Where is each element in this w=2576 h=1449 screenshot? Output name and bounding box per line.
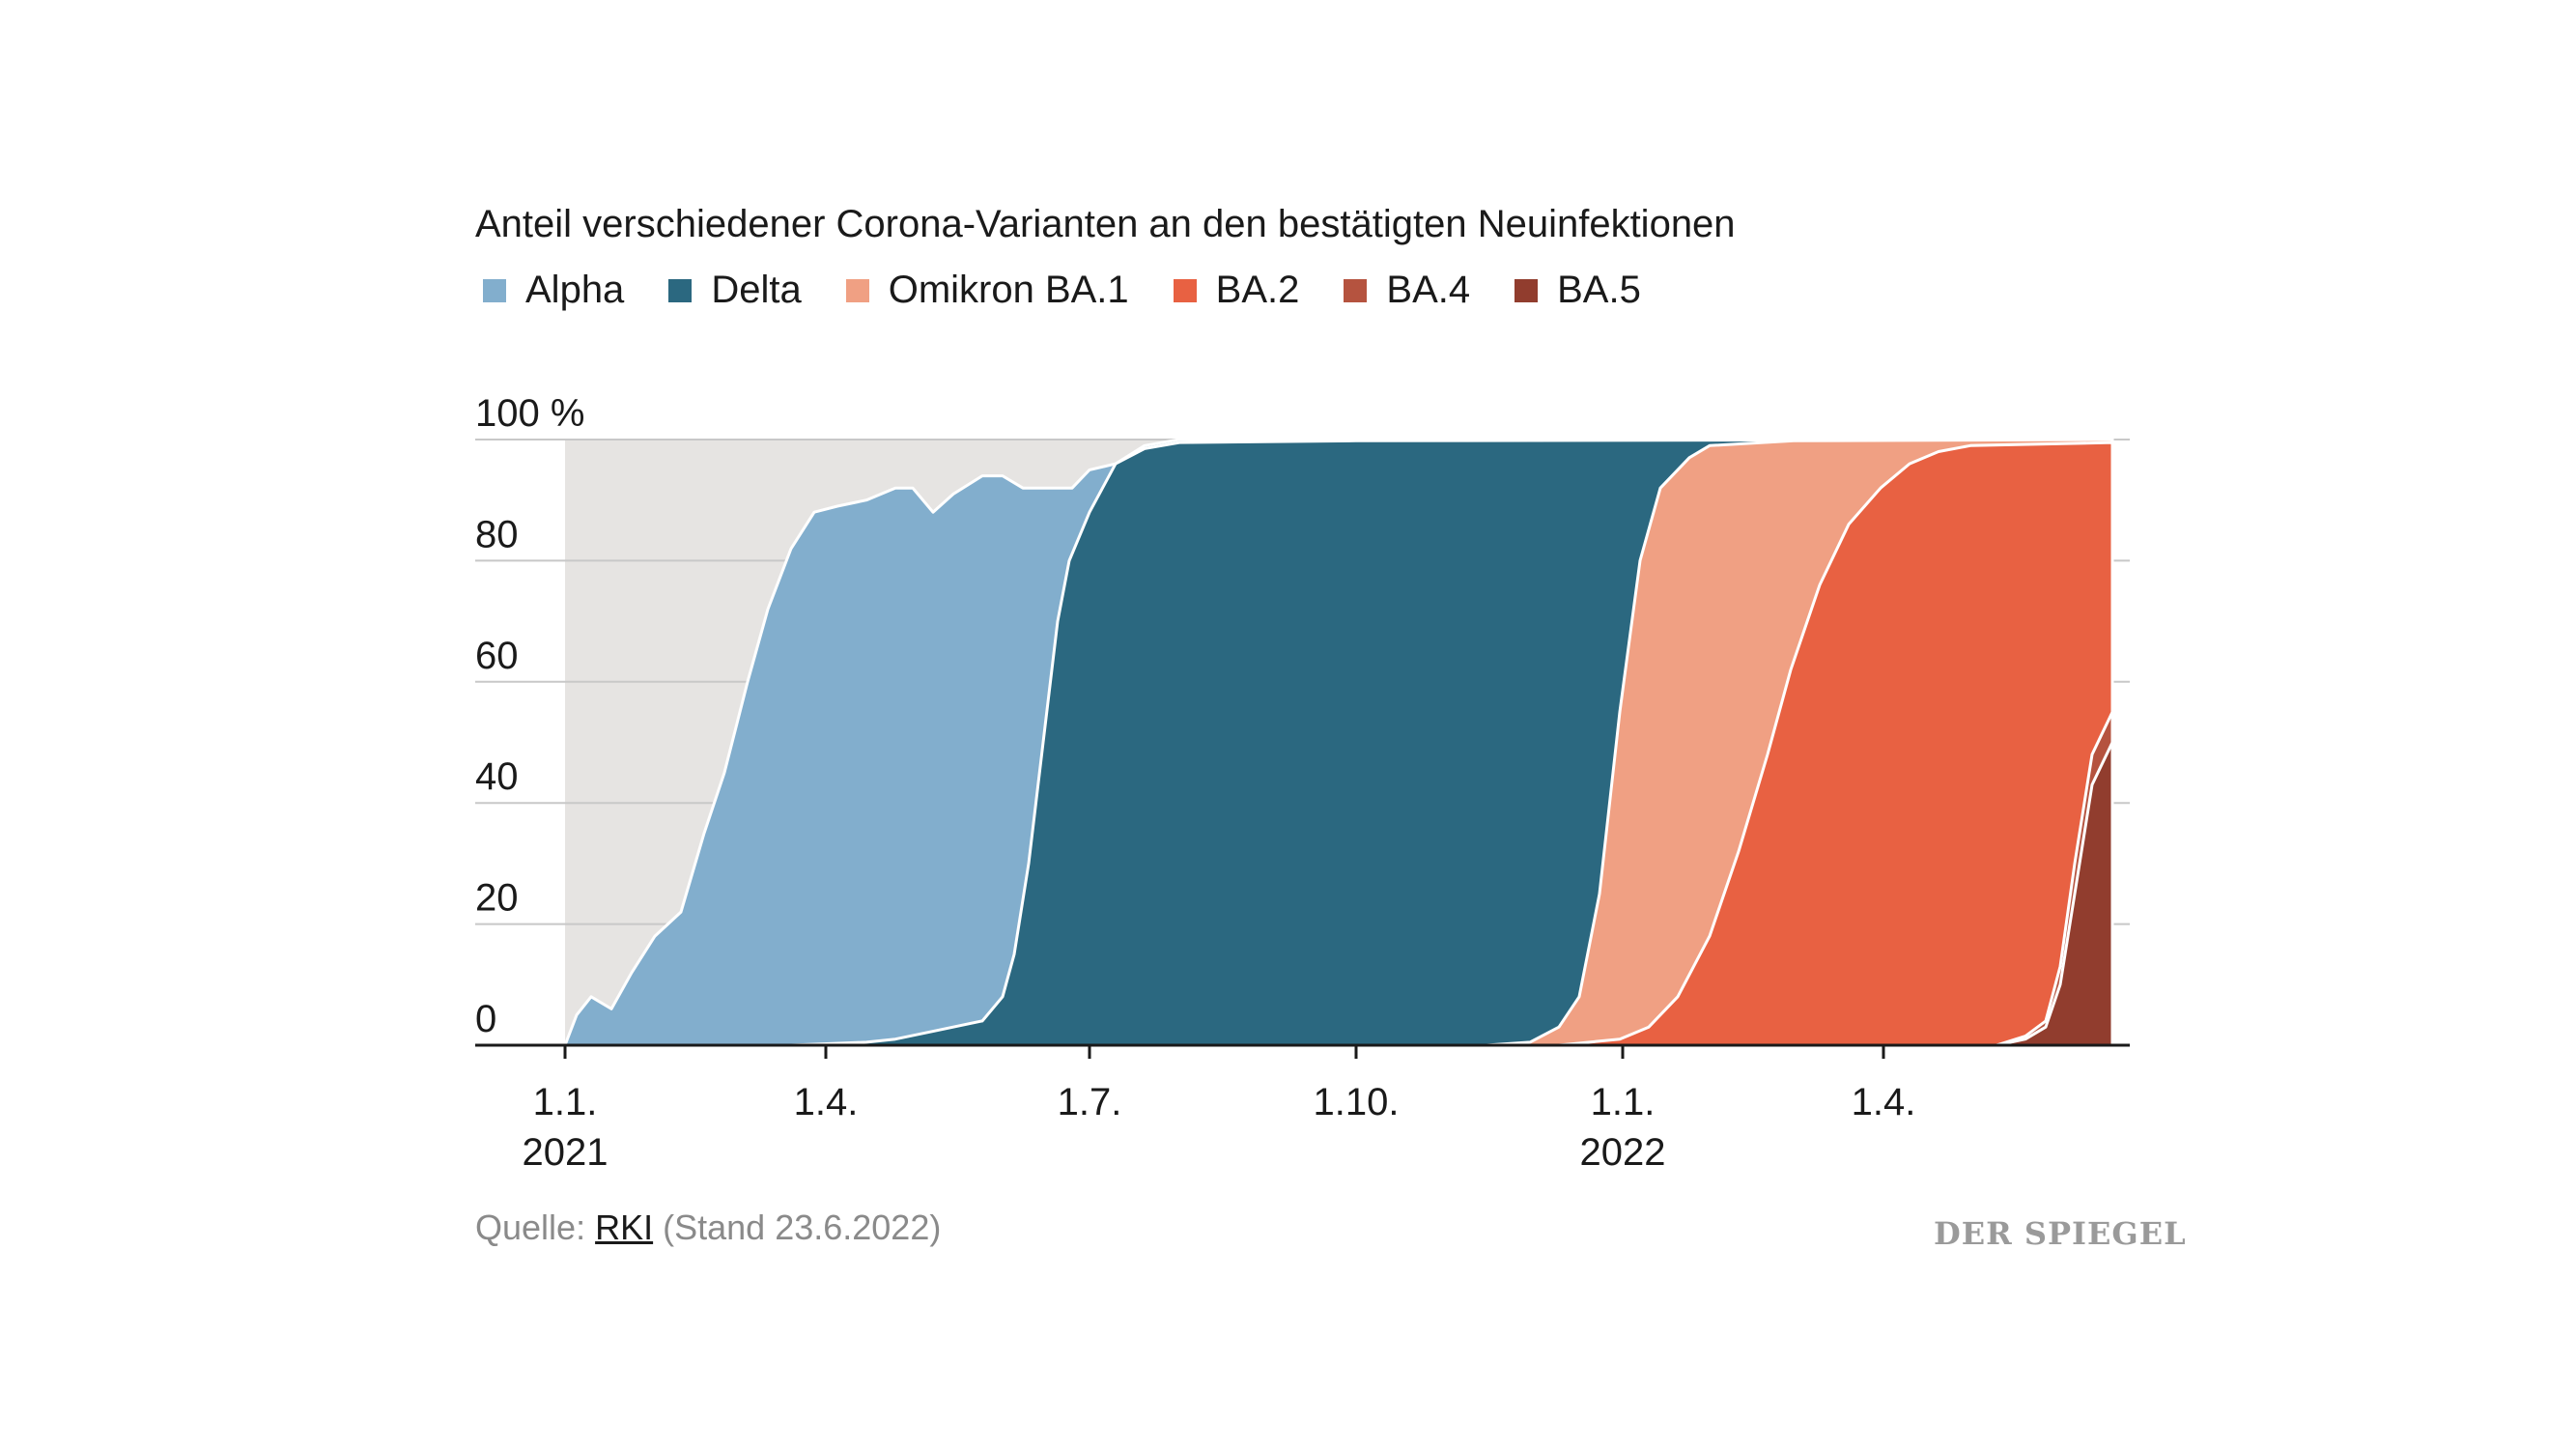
area-ba-5 — [1995, 741, 2114, 1047]
legend-item-delta: Delta — [668, 269, 802, 312]
y-tick-label: 100 % — [475, 392, 584, 435]
legend-swatch — [1173, 278, 1197, 302]
source-link[interactable]: RKI — [595, 1208, 654, 1247]
legend-item-alpha: Alpha — [483, 269, 624, 312]
brand-logo: DER SPIEGEL — [1934, 1215, 2187, 1252]
legend-item-omikron-ba-1: Omikron BA.1 — [845, 269, 1129, 312]
x-tick-label: 1.4. — [794, 1081, 859, 1123]
legend-label: BA.2 — [1215, 269, 1300, 311]
chart-title: Anteil verschiedener Corona-Varianten an… — [475, 203, 1736, 245]
x-tick-label: 1.7. — [1058, 1081, 1122, 1123]
y-tick-label: 60 — [475, 635, 519, 677]
source-prefix: Quelle: — [475, 1208, 586, 1247]
y-tick-label: 20 — [475, 877, 519, 920]
x-tick-label: 1.10. — [1314, 1081, 1400, 1123]
legend-item-ba-4: BA.4 — [1344, 269, 1470, 312]
x-tick-label: 1.1. — [1591, 1081, 1656, 1123]
legend-label: BA.4 — [1386, 269, 1471, 311]
x-tick-label: 1.4. — [1852, 1081, 1916, 1123]
legend-label: BA.5 — [1557, 269, 1641, 311]
y-tick-label: 40 — [475, 755, 519, 798]
y-tick-label: 0 — [475, 998, 496, 1040]
legend-swatch — [1514, 278, 1539, 302]
area-ba-2 — [1557, 440, 2114, 1047]
source-date: (Stand 23.6.2022) — [663, 1208, 942, 1247]
legend-swatch — [1344, 278, 1368, 302]
legend-item-ba-5: BA.5 — [1514, 269, 1641, 312]
y-tick-label: 80 — [475, 513, 519, 555]
legend: Alpha Delta Omikron BA.1 BA.2 BA.4 BA.5 — [483, 269, 1641, 312]
legend-label: Alpha — [525, 269, 625, 311]
x-tick-year-label: 2022 — [1580, 1131, 1666, 1174]
legend-swatch — [483, 278, 506, 302]
legend-item-ba-2: BA.2 — [1173, 269, 1300, 312]
legend-label: Delta — [711, 269, 802, 311]
legend-swatch — [845, 278, 869, 302]
x-tick-year-label: 2021 — [523, 1131, 609, 1174]
x-tick-label: 1.1. — [533, 1081, 598, 1123]
legend-label: Omikron BA.1 — [888, 269, 1129, 311]
legend-swatch — [668, 278, 693, 302]
source-note: Quelle: RKI (Stand 23.6.2022) — [475, 1208, 941, 1248]
